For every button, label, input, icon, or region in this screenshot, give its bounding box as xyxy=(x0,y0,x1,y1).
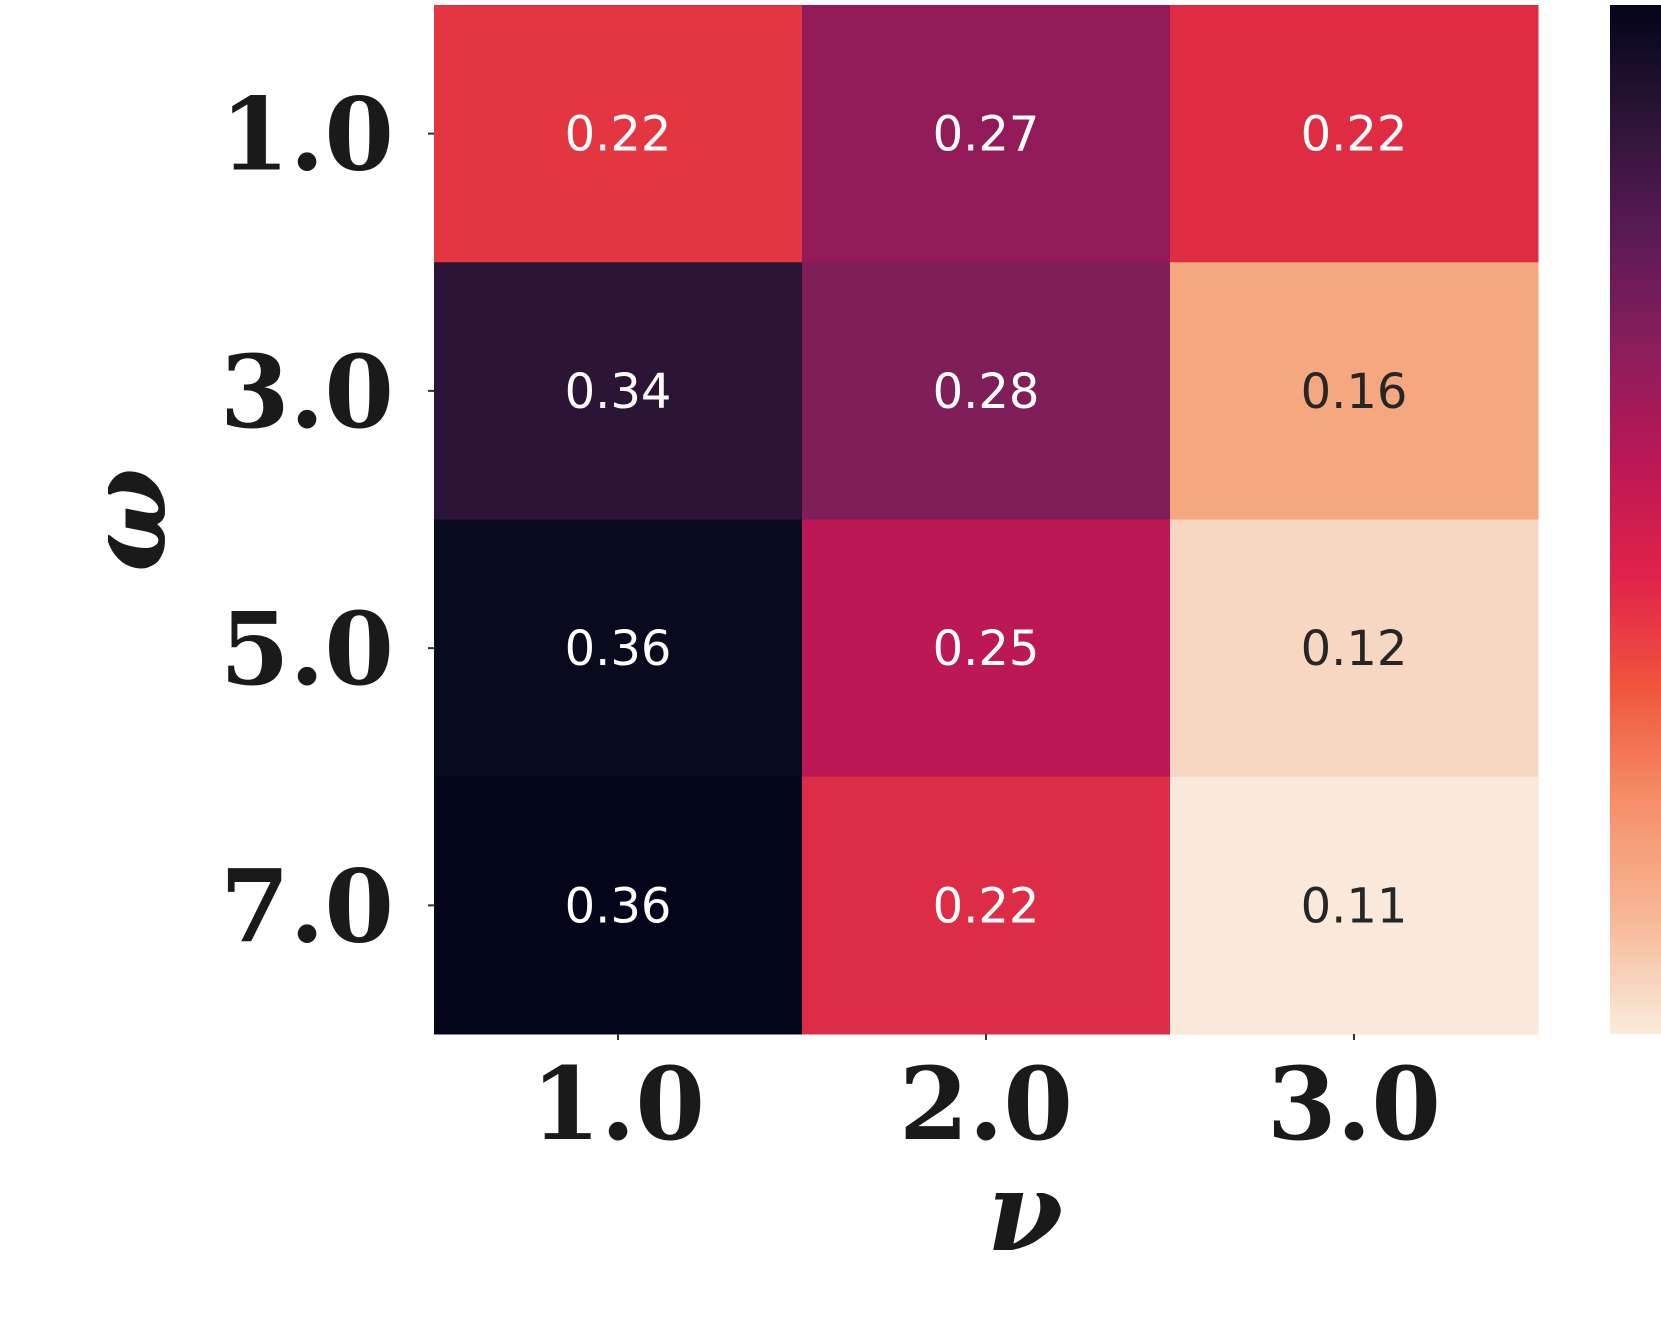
y-tick-label-2: 3.0 xyxy=(220,333,394,451)
y-axis-label: ω xyxy=(62,468,191,573)
x-tick-label-3: 3.0 xyxy=(1267,1045,1441,1163)
heatmap-cell-r3-c3 xyxy=(1170,519,1539,778)
cell-value-label-r1-c1: 0.22 xyxy=(565,107,672,163)
y-tick-label-3: 5.0 xyxy=(220,590,394,708)
heatmap-cell-r3-c2 xyxy=(802,519,1171,778)
y-tick-label-1: 1.0 xyxy=(220,76,394,194)
cell-value-label-r2-c1: 0.34 xyxy=(565,364,672,420)
cell-value-label-r1-c3: 0.22 xyxy=(1301,107,1408,163)
cell-value-label-r4-c1: 0.36 xyxy=(565,878,672,934)
x-axis-label: ν xyxy=(987,1147,1063,1276)
cell-value-label-r2-c3: 0.16 xyxy=(1301,364,1408,420)
x-tick-label-1: 1.0 xyxy=(531,1045,705,1163)
cell-value-label-r2-c2: 0.28 xyxy=(933,364,1040,420)
heatmap-cell-r4-c2 xyxy=(802,776,1171,1035)
heatmap-cell-r2-c3 xyxy=(1170,262,1539,520)
heatmap-cell-r2-c2 xyxy=(802,262,1171,520)
heatmap-cell-r3-c1 xyxy=(434,519,803,778)
heatmap-cell-r1-c2 xyxy=(802,5,1171,263)
x-axis-ticks: 1.0 2.0 3.0 xyxy=(531,1034,1441,1163)
cell-value-label-r3-c2: 0.25 xyxy=(933,621,1040,677)
cell-value-label-r3-c3: 0.12 xyxy=(1301,621,1408,677)
cell-value-label-r1-c2: 0.27 xyxy=(933,107,1040,163)
colorbar xyxy=(1610,5,1661,1034)
heatmap-cell-r4-c3 xyxy=(1170,776,1539,1035)
heatmap-cell-labels: 0.22 0.27 0.22 0.34 0.28 0.16 0.36 0.25 0.12 0.36… xyxy=(565,107,1408,935)
heatmap-cell-r1-c3 xyxy=(1170,5,1539,263)
cell-value-label-r4-c3: 0.11 xyxy=(1301,878,1408,934)
heatmap-cell-r4-c1 xyxy=(434,776,803,1035)
heatmap-cell-r1-c1 xyxy=(434,5,803,263)
y-axis-ticks: 1.0 3.0 5.0 7.0 xyxy=(220,76,434,965)
y-tick-label-4: 7.0 xyxy=(220,847,394,965)
heatmap-cells xyxy=(434,5,1539,1035)
x-tick-label-2: 2.0 xyxy=(899,1045,1073,1163)
cell-value-label-r4-c2: 0.22 xyxy=(933,878,1040,934)
cell-value-label-r3-c1: 0.36 xyxy=(565,621,672,677)
heatmap-cell-r2-c1 xyxy=(434,262,803,520)
